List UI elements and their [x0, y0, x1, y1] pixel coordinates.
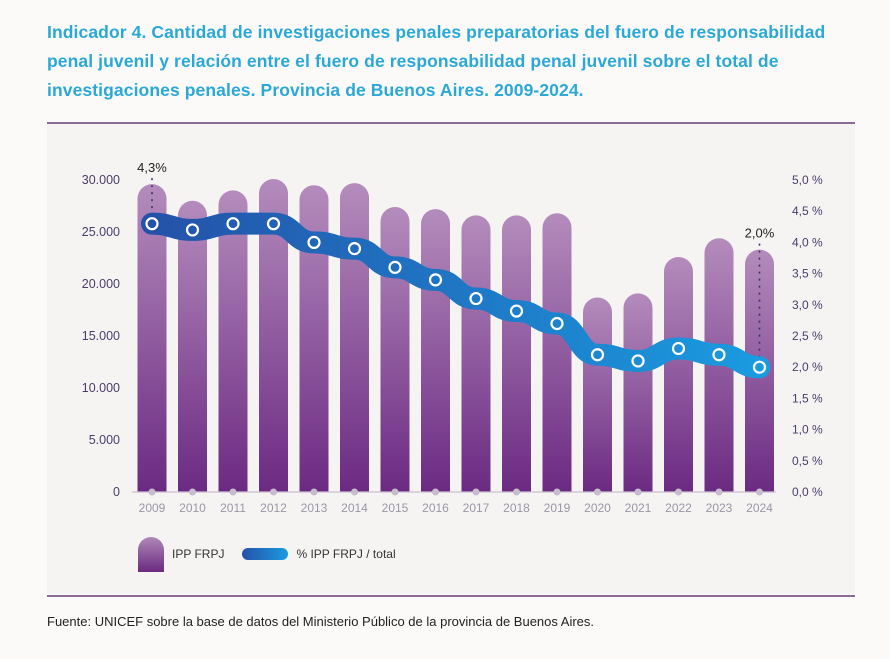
x-tick-label: 2019 — [544, 501, 571, 515]
x-tick-dot — [310, 488, 318, 496]
line-point-2020 — [590, 348, 605, 362]
x-tick-dot — [148, 488, 156, 496]
line-point-2010 — [185, 223, 200, 237]
x-tick-dot — [472, 488, 480, 496]
y-right-tick-label: 4,5 % — [792, 204, 823, 218]
annotation-label-2024: 2,0% — [745, 226, 775, 241]
x-tick-dot — [229, 488, 237, 496]
chart-legend: IPP FRPJ % IPP FRPJ / total — [138, 536, 396, 572]
line-point-2011 — [226, 217, 240, 231]
legend-bar-label: IPP FRPJ — [172, 547, 225, 561]
bar-2013 — [299, 185, 329, 492]
chart-title: Indicador 4. Cantidad de investigaciones… — [47, 22, 826, 100]
annotation-label-2009: 4,3% — [137, 160, 167, 175]
bar-2010 — [178, 200, 207, 493]
x-tick-dot — [756, 488, 763, 496]
bar-2009 — [137, 184, 167, 492]
x-tick-dot — [270, 488, 277, 496]
line-point-2022 — [671, 341, 686, 356]
line-point-2016 — [428, 273, 443, 287]
x-tick-label: 2014 — [341, 501, 368, 515]
y-left-tick-label: 20.000 — [82, 277, 120, 291]
x-tick-dot — [634, 488, 642, 496]
x-tick-label: 2022 — [665, 501, 692, 515]
y-right-tick-label: 3,5 % — [792, 267, 823, 281]
bar-2017 — [461, 215, 491, 493]
x-tick-label: 2020 — [584, 501, 611, 515]
y-left-tick-label: 5.000 — [89, 433, 120, 447]
y-right-tick-label: 0,5 % — [792, 454, 823, 468]
y-right-tick-label: 1,5 % — [792, 391, 823, 405]
bar-2016 — [421, 209, 450, 492]
x-tick-dot — [513, 488, 520, 496]
bar-2015 — [380, 207, 410, 493]
line-point-2013 — [307, 235, 321, 249]
line-point-2014 — [347, 242, 362, 256]
x-tick-label: 2021 — [625, 501, 652, 515]
y-right-tick-label: 0,0 % — [792, 485, 823, 499]
x-tick-label: 2013 — [301, 501, 328, 515]
combo-chart: 0 5.000 10.000 15.000 20.000 25.000 30.000 0,0… — [82, 160, 823, 515]
x-tick-dot — [391, 488, 399, 496]
legend-line-swatch — [242, 548, 289, 560]
x-tick-dot — [675, 488, 682, 496]
y-right-tick-label: 5,0 % — [792, 173, 823, 187]
y-left-tick-label: 10.000 — [82, 381, 120, 395]
bar-2020 — [583, 297, 612, 492]
x-tick-dot — [351, 488, 358, 496]
bar-2018 — [502, 215, 531, 493]
x-tick-dot — [553, 488, 561, 496]
bar-2014 — [340, 183, 369, 492]
x-tick-dot — [432, 488, 439, 496]
line-point-2018 — [509, 304, 524, 318]
percent-line — [141, 212, 771, 379]
bar-2022 — [664, 256, 693, 492]
line-point-2024 — [752, 360, 767, 374]
x-tick-dot — [715, 488, 723, 496]
legend-bar-swatch — [138, 536, 164, 572]
x-tick-label: 2012 — [260, 501, 287, 515]
line-point-2021 — [631, 354, 645, 368]
line-point-2009 — [145, 217, 159, 231]
x-tick-label: 2023 — [706, 501, 733, 515]
x-tick-label: 2024 — [746, 501, 773, 515]
bottom-divider — [47, 595, 855, 597]
y-right-tick-label: 4,0 % — [792, 235, 823, 249]
y-left-tick-label: 15.000 — [82, 329, 120, 343]
x-tick-dot — [594, 488, 601, 496]
x-tick-label: 2009 — [139, 501, 166, 515]
x-tick-label: 2011 — [220, 501, 246, 515]
y-right-tick-label: 2,5 % — [792, 329, 823, 343]
x-tick-dot — [189, 488, 196, 496]
y-right-tick-label: 3,0 % — [792, 298, 823, 312]
x-tick-label: 2010 — [179, 501, 206, 515]
y-right-tick-label: 1,0 % — [792, 423, 823, 437]
line-point-2015 — [388, 260, 402, 274]
x-tick-label: 2015 — [382, 501, 409, 515]
x-tick-label: 2016 — [422, 501, 449, 515]
bar-2019 — [542, 213, 572, 492]
line-point-2019 — [550, 316, 564, 331]
y-left-tick-label: 0 — [113, 485, 120, 499]
line-point-2023 — [712, 348, 726, 362]
line-point-2017 — [469, 291, 483, 306]
bar-2012 — [259, 178, 288, 492]
bar-2021 — [623, 293, 653, 492]
y-right-tick-label: 2,0 % — [792, 360, 823, 374]
x-tick-label: 2017 — [463, 501, 490, 515]
x-tick-label: 2018 — [503, 501, 530, 515]
line-point-2012 — [266, 217, 281, 231]
y-left-tick-label: 25.000 — [82, 225, 120, 239]
bar-2011 — [218, 190, 248, 492]
source-note: Fuente: UNICEF sobre la base de datos de… — [47, 614, 595, 629]
legend-line-label: % IPP FRPJ / total — [296, 547, 396, 561]
top-divider — [47, 122, 855, 124]
y-left-tick-label: 30.000 — [82, 173, 120, 187]
